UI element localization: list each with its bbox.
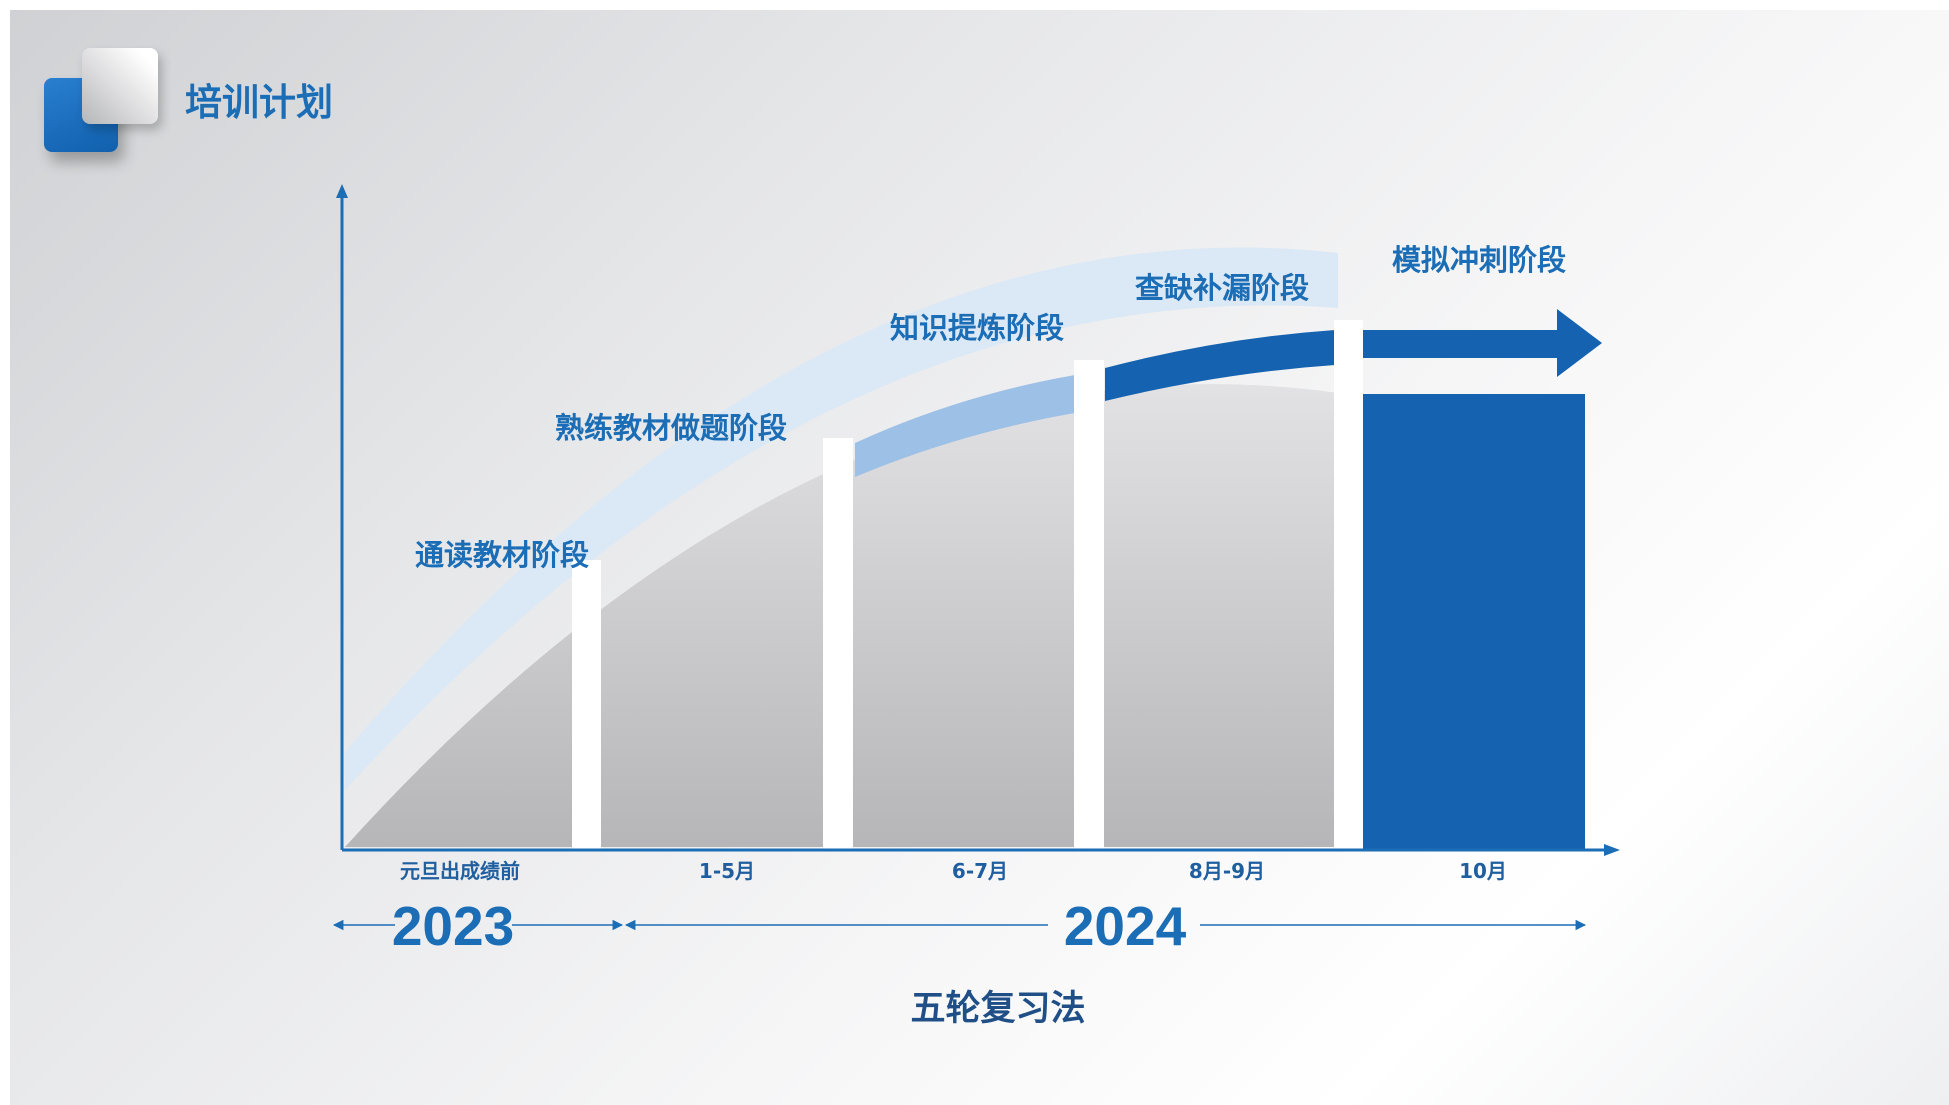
year-label-2024: 2024	[1064, 895, 1187, 957]
arc-band-light	[345, 247, 1338, 790]
period-label: 1-5月	[699, 859, 755, 883]
page-title: 培训计划	[185, 81, 333, 124]
arc-band-medium	[855, 375, 1075, 477]
stage-separator	[572, 560, 601, 850]
final-stage-arrow	[1363, 309, 1602, 377]
stage-separator	[823, 438, 853, 850]
period-label: 10月	[1459, 859, 1507, 883]
method-caption: 五轮复习法	[910, 989, 1085, 1029]
period-label: 6-7月	[952, 859, 1008, 883]
stage-label: 模拟冲刺阶段	[1392, 243, 1566, 277]
stacked-squares-logo	[44, 38, 164, 168]
arc-band-dark	[1105, 330, 1335, 401]
logo-front-square	[82, 48, 158, 124]
stage-separator	[1334, 320, 1363, 850]
stage-label: 查缺补漏阶段	[1135, 271, 1309, 305]
final-stage-bar	[1363, 394, 1585, 850]
year-label-2023: 2023	[392, 895, 514, 957]
y-axis-arrow	[336, 184, 348, 198]
stage-label: 熟练教材做题阶段	[555, 411, 787, 445]
period-label: 8月-9月	[1189, 859, 1265, 883]
period-label: 元旦出成绩前	[400, 859, 520, 883]
x-axis-arrow	[1604, 844, 1620, 856]
stage-separator	[1074, 360, 1104, 850]
stage-label: 知识提炼阶段	[890, 311, 1064, 345]
stage-label: 通读教材阶段	[415, 538, 589, 572]
